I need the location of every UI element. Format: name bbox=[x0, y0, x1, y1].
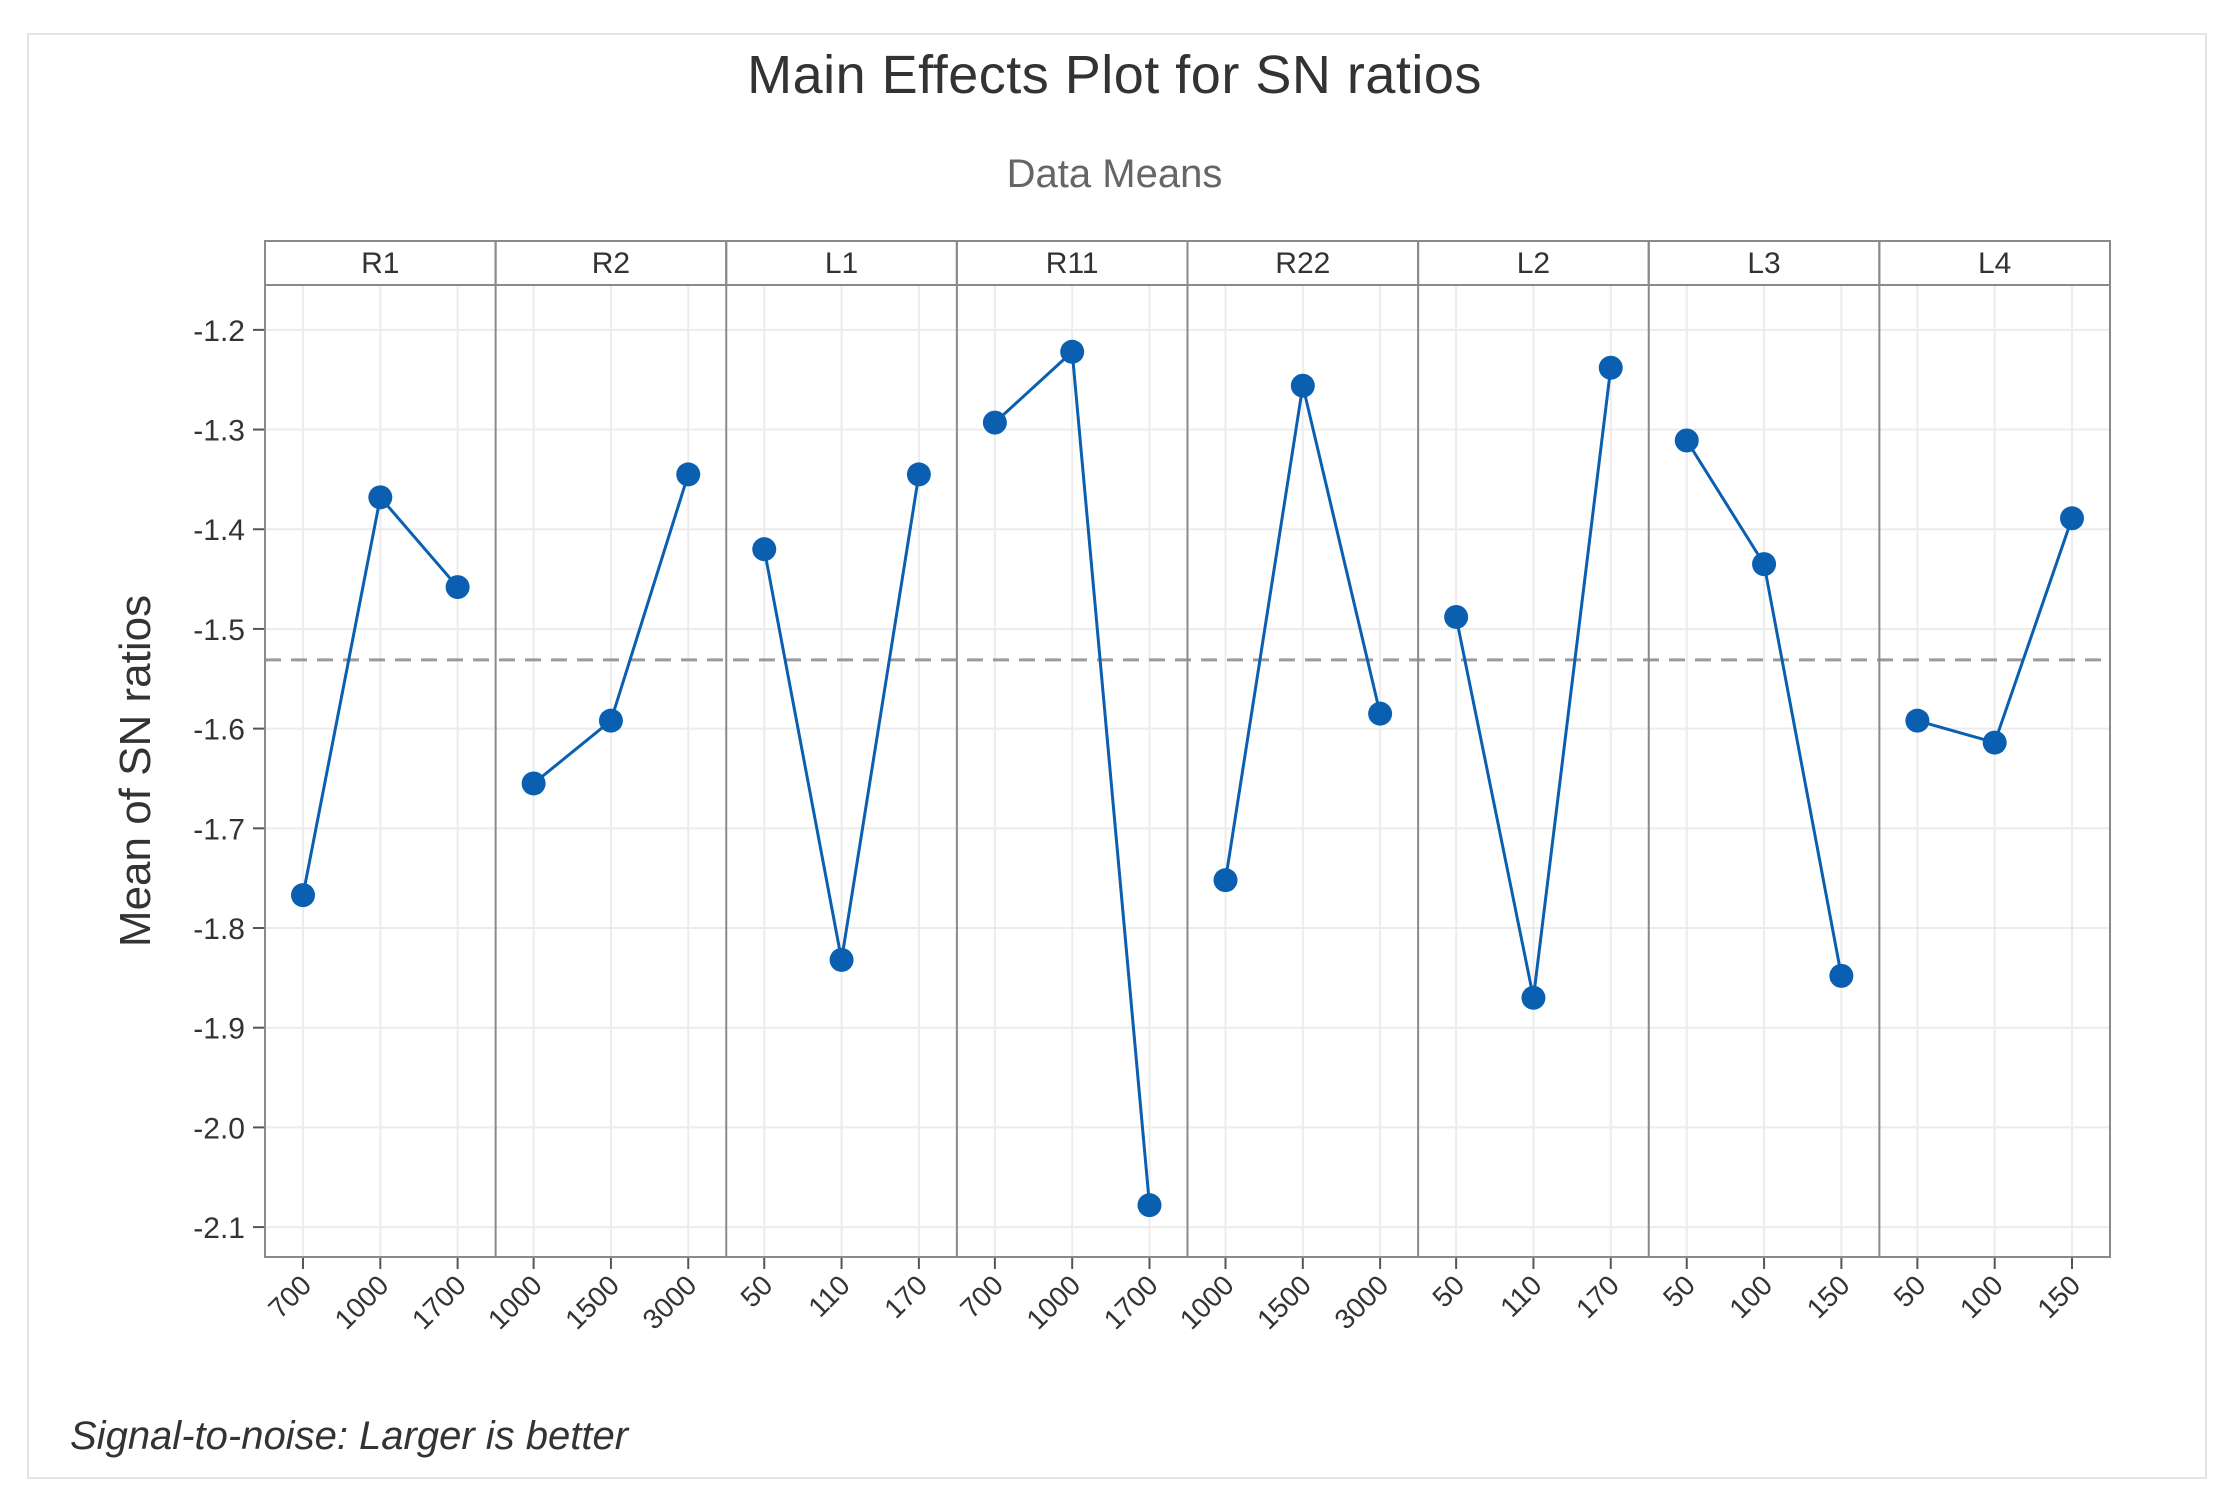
y-tick-label: -1.4 bbox=[193, 514, 245, 547]
y-tick-label: -1.6 bbox=[193, 714, 245, 747]
x-tick-label: 3000 bbox=[637, 1269, 703, 1335]
data-point-l4-150 bbox=[2060, 506, 2084, 531]
data-point-l4-100 bbox=[1982, 730, 2007, 755]
x-tick-label: 1000 bbox=[482, 1269, 548, 1335]
x-tick-label: 1700 bbox=[1098, 1269, 1164, 1335]
panel-header bbox=[494, 240, 728, 286]
footnote: Signal-to-noise: Larger is better bbox=[70, 1414, 629, 1458]
x-tick-label: 700 bbox=[954, 1269, 1009, 1324]
panel-label-l3: L3 bbox=[1747, 247, 1780, 280]
data-point-l4-50 bbox=[1905, 708, 1930, 733]
data-point-l2-110 bbox=[1521, 985, 1546, 1010]
panel-label-r22: R22 bbox=[1275, 247, 1330, 280]
data-point-l1-170 bbox=[906, 462, 931, 487]
data-point-r11-1000 bbox=[1060, 339, 1085, 364]
data-point-r22-3000 bbox=[1368, 701, 1393, 726]
x-tick-label: 50 bbox=[1888, 1269, 1932, 1313]
data-point-l2-170 bbox=[1598, 355, 1623, 380]
panel-label-r2: R2 bbox=[592, 247, 630, 280]
x-tick-label: 100 bbox=[1954, 1269, 2009, 1324]
x-tick-label: 110 bbox=[802, 1269, 855, 1322]
x-tick-label: 1000 bbox=[329, 1269, 395, 1335]
data-point-r2-1000 bbox=[521, 771, 546, 796]
x-tick-label: 1700 bbox=[406, 1269, 472, 1335]
data-point-l3-50 bbox=[1674, 428, 1699, 453]
x-tick-label: 150 bbox=[1801, 1269, 1856, 1324]
x-tick-label: 50 bbox=[1657, 1269, 1701, 1313]
data-point-r11-1700 bbox=[1137, 1193, 1162, 1218]
data-point-r1-1000 bbox=[368, 485, 393, 510]
y-tick-label: -1.3 bbox=[193, 415, 245, 448]
y-tick-label: -1.2 bbox=[193, 315, 245, 348]
data-point-l1-110 bbox=[829, 947, 854, 972]
panel-label-l4: L4 bbox=[1978, 247, 2011, 280]
chart-title: Main Effects Plot for SN ratios bbox=[747, 45, 1482, 105]
data-point-r2-3000 bbox=[676, 462, 701, 487]
panel-header bbox=[264, 240, 497, 286]
data-point-r11-700 bbox=[982, 410, 1007, 435]
y-tick-label: -2.1 bbox=[193, 1212, 245, 1245]
x-tick-label: 100 bbox=[1723, 1269, 1778, 1324]
panel-label-r11: R11 bbox=[1046, 247, 1099, 280]
x-tick-label: 170 bbox=[1570, 1269, 1625, 1324]
data-point-r2-1500 bbox=[598, 708, 623, 733]
x-tick-label: 1000 bbox=[1174, 1269, 1240, 1335]
panel-header bbox=[955, 240, 1189, 286]
data-point-l3-100 bbox=[1752, 552, 1777, 577]
data-point-l3-150 bbox=[1829, 963, 1854, 988]
plot-border bbox=[264, 284, 2111, 1258]
y-tick-label: -1.9 bbox=[193, 1013, 245, 1046]
data-point-r1-1700 bbox=[445, 575, 470, 600]
data-point-r22-1500 bbox=[1290, 373, 1315, 398]
x-tick-label: 1500 bbox=[1251, 1269, 1317, 1335]
data-point-l2-50 bbox=[1444, 604, 1469, 629]
y-tick-label: -1.7 bbox=[193, 813, 245, 846]
panel-label-l1: L1 bbox=[825, 247, 858, 280]
x-tick-label: 50 bbox=[735, 1269, 779, 1313]
y-tick-label: -1.8 bbox=[193, 913, 245, 946]
data-point-l1-50 bbox=[752, 537, 777, 562]
x-tick-label: 700 bbox=[262, 1269, 317, 1324]
panel-header bbox=[1186, 240, 1420, 286]
y-tick-label: -1.5 bbox=[193, 614, 245, 647]
x-tick-label: 150 bbox=[2031, 1269, 2086, 1324]
data-point-r22-1000 bbox=[1213, 868, 1238, 893]
x-tick-label: 1500 bbox=[559, 1269, 625, 1335]
panel-header bbox=[1647, 240, 1881, 286]
x-tick-label: 110 bbox=[1494, 1269, 1547, 1322]
panel-label-l2: L2 bbox=[1517, 247, 1550, 280]
x-tick-label: 50 bbox=[1426, 1269, 1470, 1313]
x-tick-label: 170 bbox=[878, 1269, 933, 1324]
x-tick-label: 3000 bbox=[1328, 1269, 1394, 1335]
x-tick-label: 1000 bbox=[1020, 1269, 1086, 1335]
panel-label-r1: R1 bbox=[361, 247, 399, 280]
y-axis-label: Mean of SN ratios bbox=[111, 595, 160, 947]
data-point-r1-700 bbox=[291, 883, 315, 908]
y-tick-label: -2.0 bbox=[193, 1112, 245, 1145]
chart-subtitle: Data Means bbox=[1006, 152, 1223, 196]
